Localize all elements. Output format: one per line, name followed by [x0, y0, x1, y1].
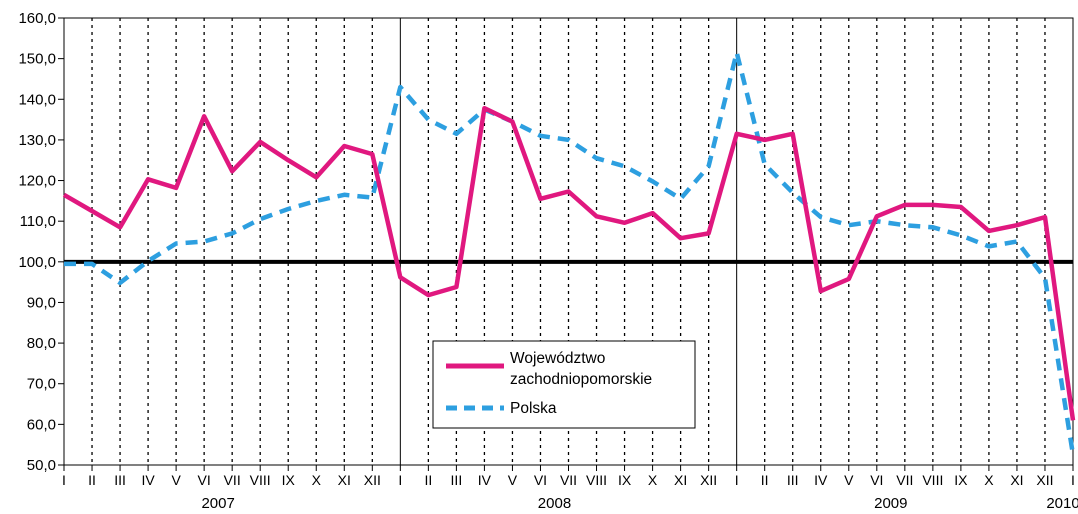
- x-tick-label: XII: [1036, 472, 1053, 488]
- x-tick-label: III: [787, 472, 799, 488]
- x-tick-label: XII: [700, 472, 717, 488]
- x-tick-label: X: [648, 472, 658, 488]
- x-tick-label: VI: [534, 472, 547, 488]
- x-tick-label: V: [844, 472, 854, 488]
- x-tick-label: VIII: [586, 472, 607, 488]
- legend-label-wojewodztwo-line2: zachodniopomorskie: [510, 371, 652, 388]
- x-tick-label: VII: [560, 472, 577, 488]
- axes: [63, 17, 1074, 471]
- x-tick-label: XI: [674, 472, 687, 488]
- x-tick-label: VII: [224, 472, 241, 488]
- x-tick-label: IX: [954, 472, 968, 488]
- y-tick-label: 80,0: [27, 335, 56, 352]
- x-tick-label: IX: [618, 472, 632, 488]
- x-tick-label: VI: [870, 472, 883, 488]
- x-tick-label: XII: [364, 472, 381, 488]
- x-tick-label: X: [984, 472, 994, 488]
- y-axis-tick-labels: 160,0 150,0 140,0 130,0 120,0 110,0 100,0 90,0 8…: [18, 10, 64, 474]
- y-tick-label: 160,0: [18, 10, 56, 27]
- x-tick-label: I: [398, 472, 402, 488]
- x-tick-label: X: [312, 472, 322, 488]
- y-tick-label: 50,0: [27, 457, 56, 474]
- x-tick-label: III: [114, 472, 126, 488]
- y-tick-label: 120,0: [18, 173, 56, 190]
- x-tick-label: IV: [814, 472, 828, 488]
- series-lines: [62, 50, 1076, 456]
- y-tick-label: 110,0: [20, 213, 56, 230]
- x-tick-label: VII: [896, 472, 913, 488]
- legend: Województwo zachodniopomorskie Polska: [432, 340, 696, 429]
- x-tick-label: I: [1071, 472, 1075, 488]
- x-tick-label: IV: [141, 472, 155, 488]
- x-tick-label: II: [424, 472, 432, 488]
- x-tick-label: V: [508, 472, 518, 488]
- x-tick-label: IX: [282, 472, 296, 488]
- x-axis-tick-labels: I II III IV V VI VII VIII IX X XI XII I II III IV V VI VII…: [62, 472, 1078, 512]
- x-tick-label: I: [735, 472, 739, 488]
- x-tick-label: I: [62, 472, 66, 488]
- y-tick-label: 100,0: [18, 254, 56, 271]
- x-tick-label: VI: [198, 472, 211, 488]
- x-tick-label: VIII: [250, 472, 271, 488]
- x-tick-label: II: [761, 472, 769, 488]
- x-tick-label: XI: [1010, 472, 1023, 488]
- y-tick-label: 90,0: [27, 294, 56, 311]
- year-label: 2010: [1046, 495, 1078, 512]
- x-tick-label: XI: [338, 472, 351, 488]
- y-tick-label: 130,0: [18, 132, 56, 149]
- y-tick-label: 70,0: [27, 376, 56, 393]
- x-tick-label: IV: [478, 472, 492, 488]
- x-tick-label: II: [88, 472, 96, 488]
- x-tick-label: VIII: [922, 472, 943, 488]
- legend-label-wojewodztwo-line1: Województwo: [510, 350, 605, 367]
- year-label: 2007: [201, 495, 234, 512]
- x-tick-label: III: [451, 472, 463, 488]
- y-tick-label: 150,0: [18, 51, 56, 68]
- year-label: 2009: [874, 495, 907, 512]
- x-tick-label: V: [171, 472, 181, 488]
- y-tick-label: 140,0: [18, 91, 56, 108]
- legend-label-polska: Polska: [510, 400, 557, 417]
- year-label: 2008: [538, 495, 571, 512]
- legend-box: [432, 340, 696, 429]
- y-tick-label: 60,0: [27, 416, 56, 433]
